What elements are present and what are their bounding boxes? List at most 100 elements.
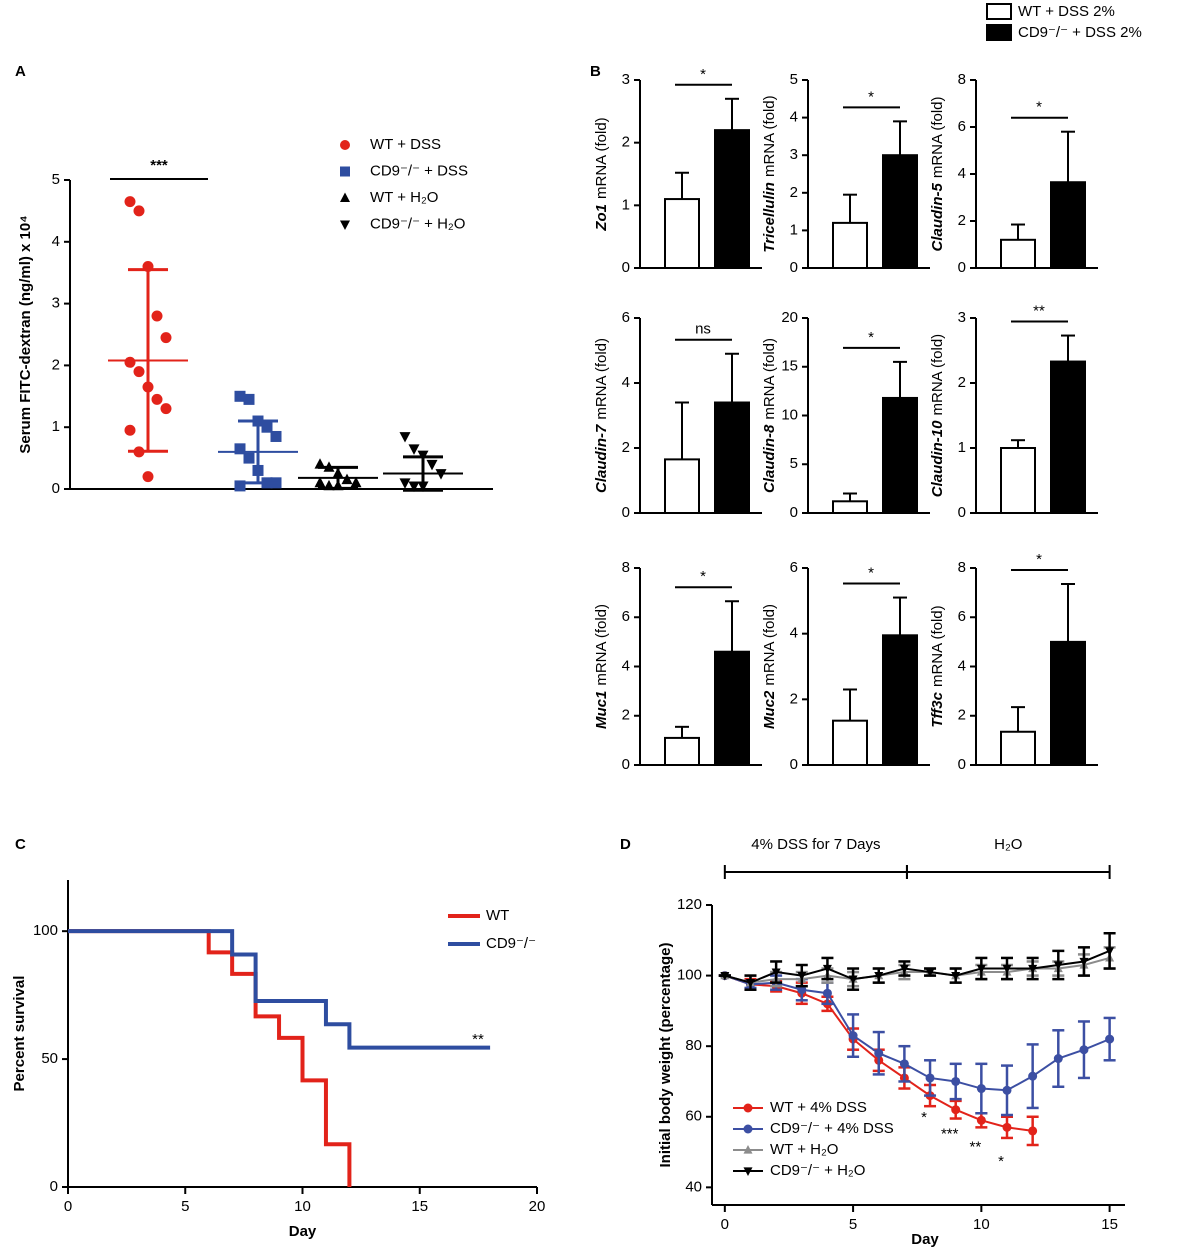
legend-label: WT + 4% DSS — [770, 1099, 867, 1116]
data-point — [1053, 1054, 1063, 1064]
y-tick-label: 0 — [622, 259, 630, 276]
data-point — [350, 476, 362, 488]
unit: mRNA (fold) — [929, 96, 946, 178]
legend-label: WT + DSS — [370, 136, 441, 153]
y-axis-label: Initial body weight (percentage) — [657, 942, 674, 1167]
bar — [1050, 181, 1086, 270]
y-tick-label: 0 — [958, 756, 966, 773]
x-tick-label: 15 — [411, 1198, 428, 1215]
y-tick-label: 2 — [958, 707, 966, 724]
y-tick-label: 0 — [790, 504, 798, 521]
legend-label: WT + DSS 2% — [1018, 3, 1115, 20]
data-point — [848, 1031, 858, 1041]
y-tick-label: 0 — [622, 504, 630, 521]
y-tick-label: 0 — [958, 259, 966, 276]
y-tick-label: 6 — [958, 118, 966, 135]
unit: mRNA (fold) — [593, 604, 610, 686]
y-tick-label: 4 — [790, 109, 798, 126]
x-tick-label: 15 — [1101, 1216, 1118, 1233]
data-point — [874, 1048, 884, 1058]
y-tick-label: 4 — [622, 657, 630, 674]
data-point — [142, 471, 154, 483]
y-tick-label: 0 — [790, 259, 798, 276]
legend-marker — [743, 1167, 753, 1176]
legend-label: CD9⁻/⁻ + DSS — [370, 162, 468, 179]
gene-name: Zo1 — [593, 204, 610, 232]
phase-label: H₂O — [994, 836, 1022, 853]
data-point — [160, 403, 172, 415]
y-tick-label: 4 — [958, 657, 966, 674]
data-point — [243, 393, 255, 405]
bar — [1050, 360, 1086, 514]
y-tick-label: 3 — [622, 71, 630, 88]
y-tick-label: 3 — [958, 309, 966, 326]
legend-marker — [340, 220, 350, 230]
bar — [832, 719, 868, 766]
y-tick-label: 50 — [41, 1050, 58, 1067]
x-axis-label: Day — [911, 1231, 939, 1248]
data-point — [951, 1105, 961, 1115]
bar — [882, 396, 918, 515]
series-line — [724, 956, 1110, 984]
data-point — [261, 421, 273, 433]
legend-label: CD9⁻/⁻ + H₂O — [770, 1162, 865, 1179]
data-point — [745, 979, 755, 988]
x-tick-label: 0 — [64, 1198, 72, 1215]
y-tick-label: 100 — [33, 922, 58, 939]
data-point — [1002, 964, 1012, 974]
y-axis-label: Claudin-8 mRNA (fold) — [761, 338, 778, 493]
data-point — [133, 366, 145, 378]
significance-label: ** — [1033, 303, 1045, 320]
legend-label: CD9⁻/⁻ + 4% DSS — [770, 1120, 894, 1137]
significance-label: * — [868, 565, 874, 582]
y-tick-label: 2 — [790, 690, 798, 707]
bar — [1050, 640, 1086, 766]
data-point — [925, 1073, 935, 1083]
data-point — [341, 473, 353, 485]
significance-label: * — [700, 66, 706, 83]
gene-name: Muc1 — [593, 691, 610, 729]
y-tick-label: 60 — [685, 1108, 702, 1125]
significance-label: * — [1036, 99, 1042, 116]
data-point — [1079, 1045, 1089, 1055]
bar — [882, 154, 918, 269]
panel-label: B — [590, 63, 601, 80]
data-point — [234, 480, 246, 492]
data-point — [408, 481, 420, 492]
y-tick-label: 1 — [958, 439, 966, 456]
data-point — [720, 971, 730, 981]
unit: mRNA (fold) — [929, 334, 946, 416]
y-axis-label: Muc2 mRNA (fold) — [761, 604, 778, 729]
y-tick-label: 4 — [622, 374, 630, 391]
y-tick-label: 2 — [622, 707, 630, 724]
significance-label: *** — [941, 1125, 959, 1142]
y-tick-label: 1 — [790, 221, 798, 238]
y-tick-label: 8 — [622, 559, 630, 576]
data-point — [1028, 964, 1038, 974]
bar — [664, 736, 700, 766]
y-axis-label: Claudin-5 mRNA (fold) — [929, 96, 946, 251]
data-point — [1079, 957, 1089, 967]
phase-label: 4% DSS for 7 Days — [751, 836, 880, 853]
bar — [832, 500, 868, 514]
legend-label: CD9⁻/⁻ — [486, 935, 536, 952]
significance-label: * — [921, 1109, 927, 1126]
data-point — [151, 393, 163, 405]
y-tick-label: 0 — [622, 756, 630, 773]
gene-name: Claudin-10 — [929, 420, 946, 497]
y-tick-label: 40 — [685, 1178, 702, 1195]
bar — [832, 221, 868, 270]
y-tick-label: 2 — [52, 356, 60, 373]
unit: mRNA (fold) — [929, 605, 946, 687]
y-tick-label: 6 — [622, 309, 630, 326]
y-tick-label: 5 — [52, 171, 60, 188]
significance-label: * — [868, 329, 874, 346]
data-point — [160, 332, 172, 344]
y-axis-label: Claudin-7 mRNA (fold) — [593, 338, 610, 493]
gene-name: Claudin-8 — [761, 424, 778, 493]
data-point — [771, 968, 781, 978]
y-tick-label: 4 — [958, 165, 966, 182]
data-point — [822, 988, 832, 998]
data-point — [951, 1076, 961, 1086]
